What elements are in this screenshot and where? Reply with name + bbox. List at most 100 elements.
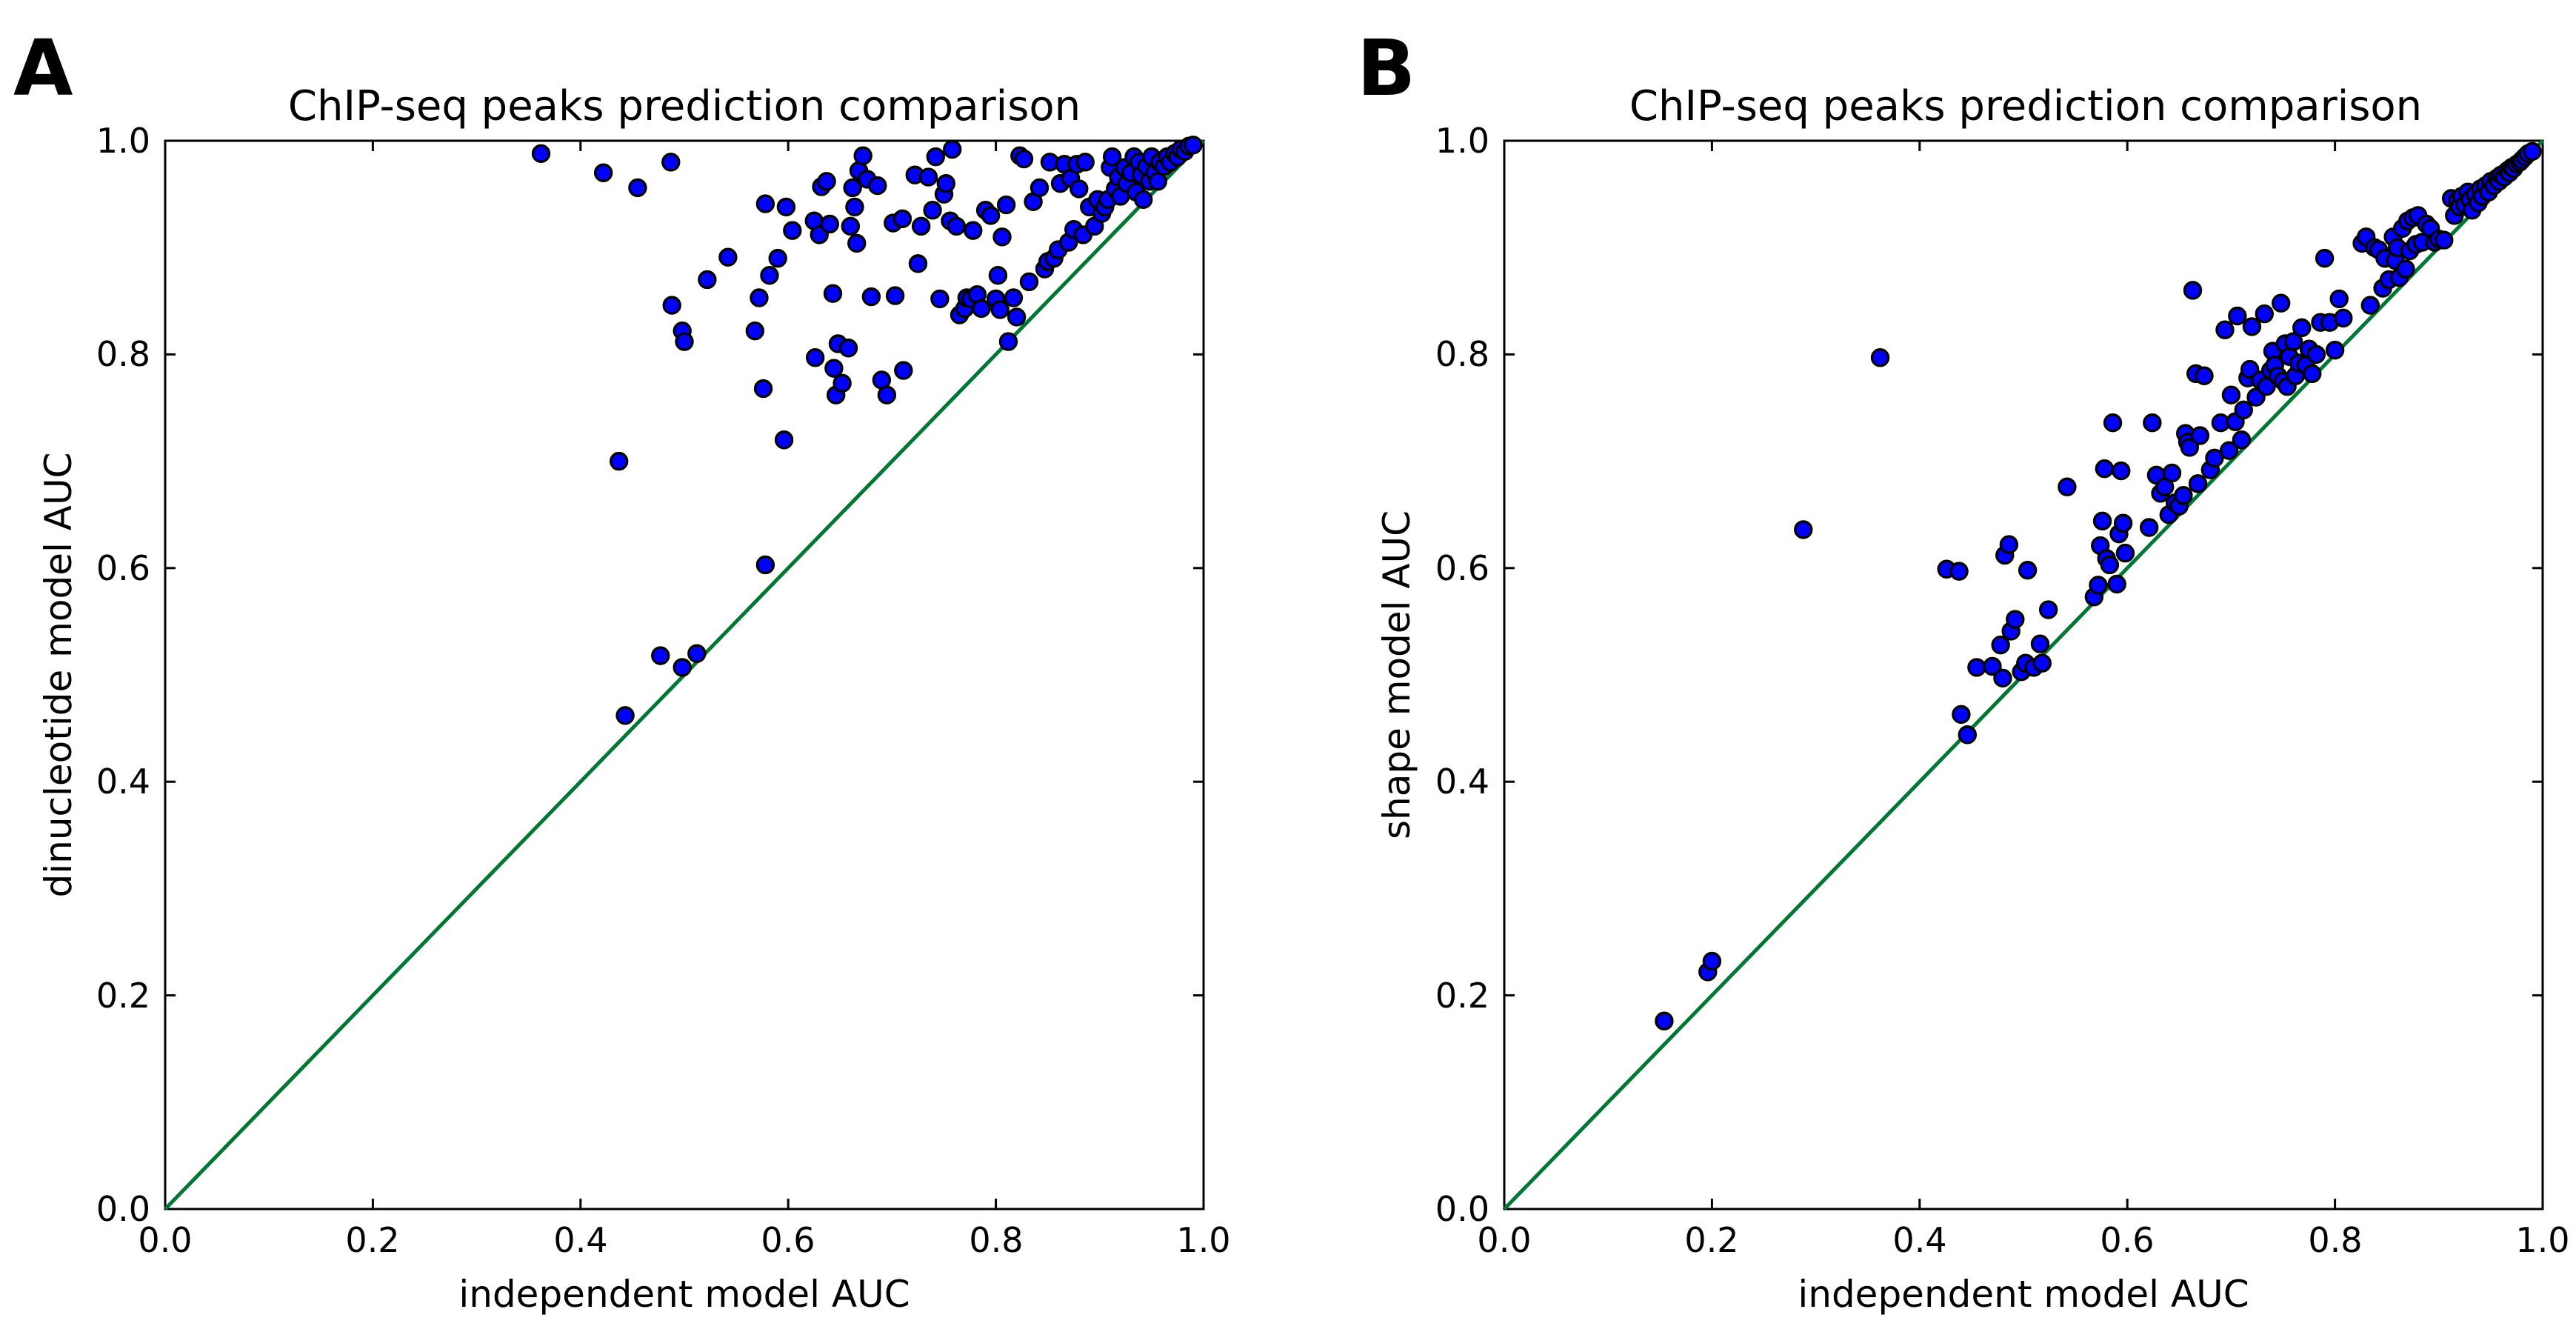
y-tick-label: 0.8 xyxy=(1435,334,1489,374)
data-point xyxy=(892,209,912,228)
data-point xyxy=(2038,600,2058,619)
data-point xyxy=(877,385,897,404)
data-point xyxy=(768,248,787,268)
data-point xyxy=(760,265,779,285)
data-point xyxy=(1133,190,1153,210)
y-tick-label: 0.0 xyxy=(96,1189,150,1229)
data-point xyxy=(1999,535,2019,554)
data-point xyxy=(750,288,769,307)
data-point xyxy=(1019,272,1039,292)
chart-title-a: ChIP-seq peaks prediction comparison xyxy=(288,82,1081,130)
tick-marks-b xyxy=(1503,139,2544,1211)
data-point xyxy=(823,284,843,303)
data-point xyxy=(2006,610,2025,629)
data-point xyxy=(609,451,629,471)
x-tick-label: 0.8 xyxy=(969,1220,1023,1260)
data-point xyxy=(805,348,825,367)
data-point xyxy=(2325,340,2345,360)
data-point xyxy=(687,644,707,663)
data-point xyxy=(1655,1011,1674,1030)
data-point xyxy=(981,206,1001,225)
data-point xyxy=(2100,555,2120,575)
data-point xyxy=(753,379,773,399)
data-point xyxy=(1014,149,1034,169)
data-point xyxy=(662,296,681,315)
panel-letter-a: A xyxy=(13,23,73,113)
data-point xyxy=(847,233,867,253)
data-point xyxy=(885,286,905,305)
data-point xyxy=(996,195,1016,215)
data-point xyxy=(2315,248,2335,268)
data-point xyxy=(943,139,962,159)
data-point xyxy=(1794,520,1813,539)
data-point xyxy=(2306,344,2326,364)
x-tick-label: 0.8 xyxy=(2308,1220,2362,1260)
data-point xyxy=(2180,438,2200,457)
data-point xyxy=(783,221,802,240)
data-point xyxy=(1958,725,1977,745)
data-point xyxy=(2334,308,2353,328)
data-point xyxy=(2183,281,2203,300)
data-point xyxy=(1030,178,1050,198)
data-point xyxy=(824,359,844,378)
y-tick-label: 0.6 xyxy=(96,548,150,588)
data-point xyxy=(718,247,738,267)
data-point xyxy=(2396,259,2415,279)
data-point xyxy=(1184,136,1203,155)
data-point xyxy=(593,163,613,182)
data-point xyxy=(2107,574,2126,594)
data-point xyxy=(1070,179,1089,199)
data-point xyxy=(2435,230,2454,250)
data-point xyxy=(2292,318,2312,338)
x-tick-label: 0.0 xyxy=(138,1220,192,1260)
x-tick-label: 0.4 xyxy=(553,1220,607,1260)
data-point xyxy=(2360,296,2380,315)
data-point xyxy=(1949,562,1969,581)
data-point xyxy=(2329,289,2349,309)
data-point xyxy=(911,216,931,236)
data-point xyxy=(2018,560,2038,580)
data-point xyxy=(651,646,670,665)
data-point xyxy=(2242,317,2262,336)
data-point xyxy=(2271,293,2291,313)
data-point xyxy=(2143,413,2162,433)
panel-a: A ChIP-seq peaks prediction comparison 0… xyxy=(13,23,1231,1316)
x-tick-label: 0.0 xyxy=(1477,1220,1531,1260)
data-point xyxy=(2234,400,2253,420)
y-tick-label: 0.4 xyxy=(1435,762,1489,802)
data-point xyxy=(2139,518,2159,537)
data-point xyxy=(832,373,852,393)
y-tick-label: 1.0 xyxy=(1435,121,1489,161)
data-point xyxy=(628,178,647,198)
data-point xyxy=(1870,348,1890,367)
data-point xyxy=(1952,705,1971,725)
data-point xyxy=(1004,288,1024,307)
data-point xyxy=(673,658,692,677)
data-point xyxy=(774,430,794,450)
data-point xyxy=(531,144,551,164)
data-point xyxy=(615,706,635,725)
scatter-points-a xyxy=(531,136,1203,725)
data-point xyxy=(2058,477,2077,496)
data-point xyxy=(2092,511,2112,531)
data-point xyxy=(843,178,862,198)
data-point xyxy=(853,146,872,165)
data-point xyxy=(2030,634,2050,653)
data-point xyxy=(2219,441,2239,460)
y-axis-label-a: dinucleotide model AUC xyxy=(37,453,80,898)
chart-title-b: ChIP-seq peaks prediction comparison xyxy=(1629,82,2422,130)
data-point xyxy=(817,172,836,191)
data-point xyxy=(972,299,991,319)
data-point xyxy=(820,214,839,234)
scatter-points-b xyxy=(1655,141,2542,1030)
data-point xyxy=(845,197,864,217)
data-point xyxy=(2112,461,2131,481)
x-tick-label: 1.0 xyxy=(2515,1220,2569,1260)
data-point xyxy=(2089,576,2108,595)
data-point xyxy=(2303,364,2322,384)
x-tick-labels-b: 0.0 0.2 0.4 0.6 0.8 1.0 xyxy=(1477,1220,2569,1260)
y-tick-label: 0.0 xyxy=(1435,1189,1489,1229)
data-point xyxy=(698,270,717,290)
data-point xyxy=(1967,658,1986,677)
